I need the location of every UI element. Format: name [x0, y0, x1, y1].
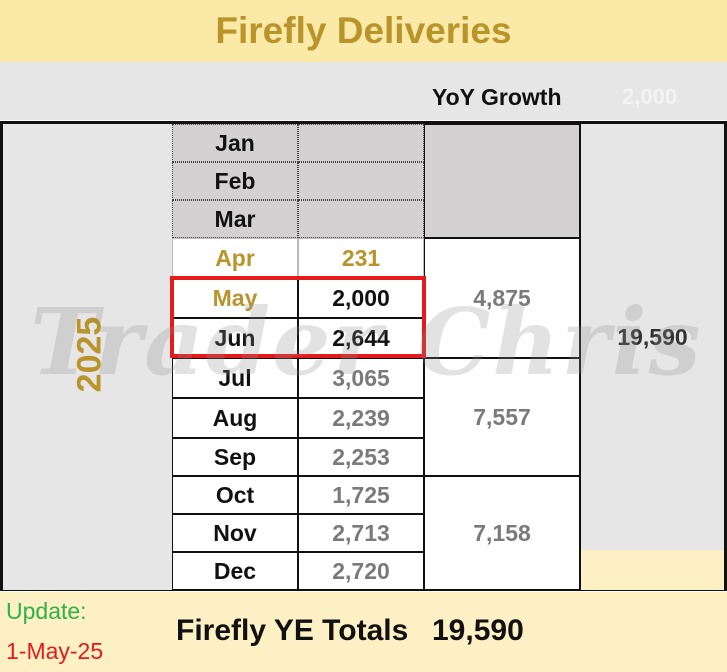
footer	[0, 592, 727, 672]
year-total-footer-fill	[580, 550, 724, 590]
quarter-total-q1	[424, 124, 580, 238]
month-oct: Oct	[172, 476, 298, 514]
month-sep: Sep	[172, 438, 298, 476]
quarter-total-q4: 7,158	[424, 476, 580, 590]
watermark: Trader Chris	[30, 288, 703, 396]
highlight-box	[170, 276, 426, 358]
value-dec: 2,720	[298, 552, 424, 590]
month-nov: Nov	[172, 514, 298, 552]
page-title: Firefly Deliveries	[0, 0, 727, 62]
yoy-row	[0, 62, 727, 120]
value-jul: 3,065	[298, 358, 424, 398]
value-jun: 2,644	[298, 318, 424, 358]
value-sep: 2,253	[298, 438, 424, 476]
month-dec: Dec	[172, 552, 298, 590]
ye-totals-value: 19,590	[432, 614, 524, 647]
value-apr: 231	[298, 238, 424, 278]
value-feb	[298, 162, 424, 200]
month-aug: Aug	[172, 398, 298, 438]
update-label: Update:	[6, 598, 87, 624]
yoy-growth-label: YoY Growth	[432, 84, 562, 110]
month-apr: Apr	[172, 238, 298, 278]
year-cell	[3, 124, 172, 590]
month-may: May	[172, 278, 298, 318]
quarter-total-q3: 7,557	[424, 358, 580, 476]
value-aug: 2,239	[298, 398, 424, 438]
yoy-growth-value: 2,000	[622, 84, 678, 109]
month-feb: Feb	[172, 162, 298, 200]
month-jul: Jul	[172, 358, 298, 398]
value-may: 2,000	[298, 278, 424, 318]
month-jun: Jun	[172, 318, 298, 358]
month-jan: Jan	[172, 124, 298, 162]
value-jan	[298, 124, 424, 162]
month-mar: Mar	[172, 200, 298, 238]
year-total: 19,590	[580, 124, 724, 550]
value-nov: 2,713	[298, 514, 424, 552]
value-oct: 1,725	[298, 476, 424, 514]
ye-totals-label: Firefly YE Totals	[176, 614, 409, 647]
update-date: 1-May-25	[6, 638, 104, 664]
value-mar	[298, 200, 424, 238]
